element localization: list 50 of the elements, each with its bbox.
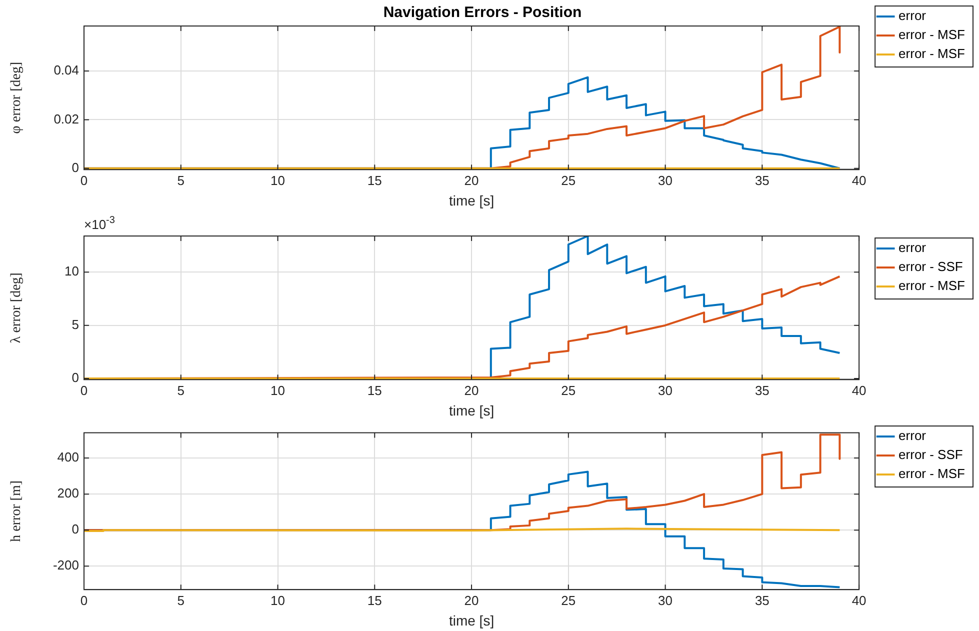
legend-label: error - MSF	[898, 46, 966, 62]
y-tick-label: 0.02	[54, 111, 79, 126]
x-tick-label: 5	[177, 592, 184, 608]
x-tick-label: 15	[367, 382, 382, 398]
x-tick-label: 10	[270, 382, 285, 398]
y-tick-label: 400	[57, 450, 79, 465]
y-tick-label: -200	[52, 558, 79, 573]
x-tick-label: 35	[754, 592, 770, 608]
y-axis-title: h error [m]	[9, 480, 24, 542]
x-axis-title: time [s]	[448, 192, 494, 208]
chart-title: Navigation Errors - Position	[383, 4, 582, 22]
x-tick-label: 5	[177, 382, 184, 398]
x-tick-label: 10	[270, 592, 285, 608]
legend-label: error - MSF	[898, 27, 966, 42]
legend-label: error - MSF	[898, 466, 966, 482]
y-axis-title: λ error [deg]	[9, 272, 24, 344]
y-tick-label: 200	[57, 486, 79, 501]
x-tick-label: 25	[561, 592, 576, 608]
x-tick-label: 35	[754, 172, 770, 188]
legend-label: error - MSF	[898, 278, 966, 294]
x-tick-label: 25	[561, 382, 576, 398]
x-axis-title: time [s]	[448, 402, 494, 418]
x-axis-title: time [s]	[448, 612, 494, 628]
y-tick-label: 10	[64, 264, 79, 279]
x-tick-label: 10	[270, 172, 285, 188]
x-tick-label: 15	[367, 592, 382, 608]
x-tick-label: 15	[367, 172, 382, 188]
legend-label: error	[898, 8, 927, 24]
legend-label: error	[898, 240, 927, 256]
x-tick-label: 20	[464, 382, 479, 398]
x-tick-label: 30	[658, 172, 673, 188]
x-tick-label: 30	[658, 382, 673, 398]
x-tick-label: 5	[177, 172, 184, 188]
y-tick-label: 0	[72, 522, 79, 537]
x-tick-label: 40	[852, 592, 866, 608]
x-tick-label: 20	[464, 172, 479, 188]
x-tick-label: 40	[852, 172, 866, 188]
legend-label: error	[898, 428, 927, 444]
y-tick-label: 0	[72, 370, 79, 386]
legend-label: error - SSF	[898, 259, 963, 274]
x-tick-label: 25	[561, 172, 576, 188]
y-axis-title: φ error [deg]	[9, 62, 24, 134]
x-tick-label: 30	[658, 592, 673, 608]
x-tick-label: 20	[464, 592, 479, 608]
y-tick-label: 0.04	[54, 62, 79, 78]
legend-label: error - SSF	[898, 447, 963, 462]
y-tick-label: 5	[72, 316, 79, 332]
y-tick-label: 0	[72, 160, 79, 175]
x-tick-label: 40	[852, 382, 866, 398]
x-tick-label: 35	[754, 382, 770, 398]
